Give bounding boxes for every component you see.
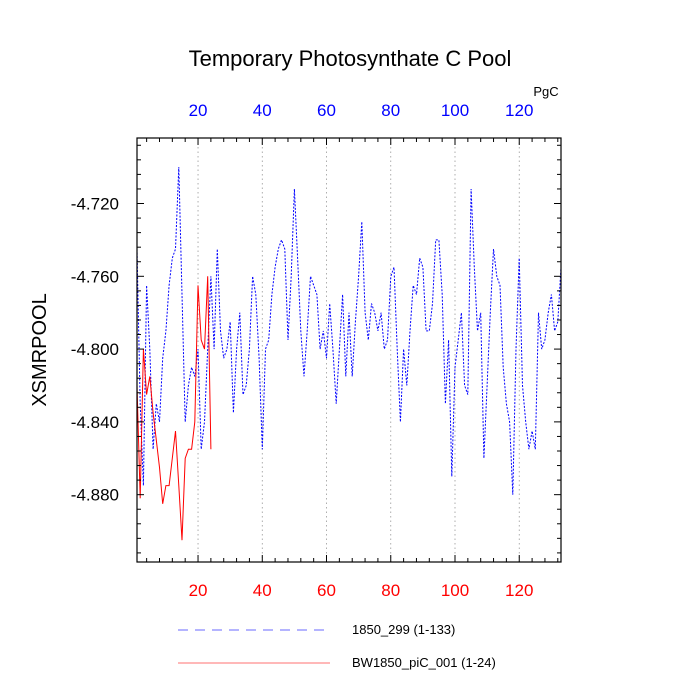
x-tick-label-bottom: 60 [317,581,336,600]
plot-frame [136,137,562,563]
x-tick-label-bottom: 120 [505,581,533,600]
chart-title: Temporary Photosynthate C Pool [189,46,512,71]
axes: 20 20 40 40 60 60 80 80 100 100 120 120 -4.720 -4.760… [71,101,561,600]
x-tick-label-top: 100 [441,101,469,120]
y-tick-label: -4.880 [71,486,119,505]
series-line-1 [136,167,562,495]
x-tick-label-bottom: 80 [381,581,400,600]
y-tick-label: -4.800 [71,340,119,359]
y-tick-label: -4.720 [71,195,119,214]
legend-label-series1: 1850_299 (1-133) [352,622,455,637]
legend-label-series2: BW1850_piC_001 (1-24) [352,655,496,670]
series-line-2 [136,276,212,541]
y-tick-label: -4.840 [71,413,119,432]
y-tick-label: -4.760 [71,267,119,286]
x-tick-label-top: 40 [253,101,272,120]
x-tick-label-top: 80 [381,101,400,120]
x-tick-label-top: 60 [317,101,336,120]
x-tick-label-top: 120 [505,101,533,120]
x-tick-label-bottom: 40 [253,581,272,600]
y-axis-label: XSMRPOOL [29,293,51,406]
x-tick-label-top: 20 [189,101,208,120]
legend: 1850_299 (1-133) BW1850_piC_001 (1-24) [178,622,496,670]
grid-lines [197,138,520,562]
series-layer [136,167,562,541]
x-tick-label-bottom: 20 [189,581,208,600]
units-label: PgC [533,84,558,99]
x-tick-label-bottom: 100 [441,581,469,600]
